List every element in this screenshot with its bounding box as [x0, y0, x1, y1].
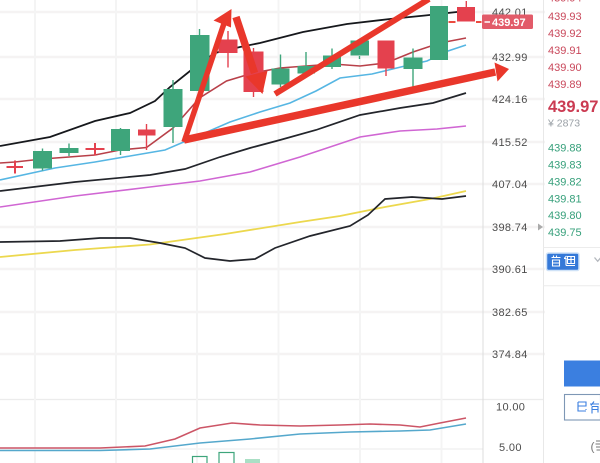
svg-text:439.90: 439.90 — [548, 62, 582, 74]
svg-text:374.84: 374.84 — [492, 349, 528, 361]
svg-text:390.61: 390.61 — [492, 264, 528, 276]
svg-text:439.80: 439.80 — [548, 210, 582, 222]
svg-text:432.99: 432.99 — [492, 52, 528, 64]
svg-text:439.83: 439.83 — [548, 160, 582, 172]
svg-text:439.92: 439.92 — [548, 28, 582, 40]
svg-text:424.16: 424.16 — [492, 94, 528, 106]
svg-text:439.97: 439.97 — [548, 98, 598, 116]
svg-text:407.04: 407.04 — [492, 179, 528, 191]
svg-text:¥ 2873: ¥ 2873 — [547, 118, 580, 130]
svg-text:439.91: 439.91 — [548, 45, 582, 57]
svg-text:439.88: 439.88 — [548, 143, 582, 155]
svg-text:439.81: 439.81 — [548, 194, 582, 206]
svg-text:382.65: 382.65 — [492, 307, 528, 319]
svg-text:415.52: 415.52 — [492, 137, 528, 149]
svg-text:10.00: 10.00 — [496, 402, 525, 414]
svg-text:398.74: 398.74 — [492, 222, 528, 234]
svg-text:439.93: 439.93 — [548, 11, 582, 23]
svg-text:(: ( — [591, 440, 595, 454]
svg-text:439.94: 439.94 — [548, 0, 582, 5]
svg-text:439.89: 439.89 — [548, 79, 582, 91]
svg-text:5.00: 5.00 — [499, 442, 522, 454]
svg-text:439.75: 439.75 — [548, 227, 582, 239]
svg-text:439.97: 439.97 — [492, 17, 526, 29]
svg-text:439.82: 439.82 — [548, 177, 582, 189]
